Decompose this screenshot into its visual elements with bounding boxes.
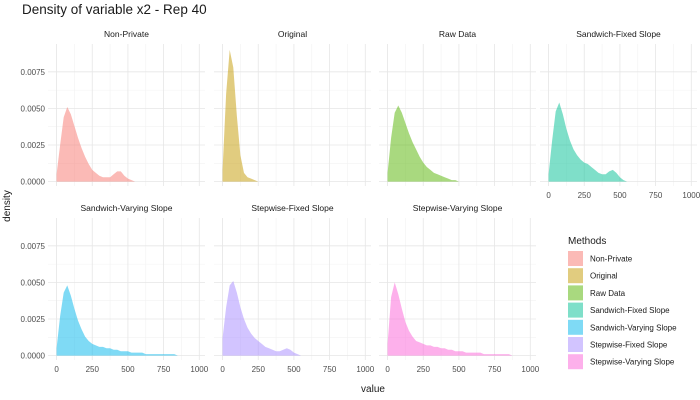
facet-strip-label: Original: [278, 29, 307, 39]
density-area: [56, 106, 200, 182]
x-tick-label: 750: [649, 191, 663, 200]
facet-panel: Sandwich-Varying Slope 0.0000 0.0025 0.0050…: [21, 203, 209, 374]
legend-swatch: [568, 302, 583, 318]
facet-panel: Stepwise-Varying Slope 0 250 500 750 1000: [379, 203, 540, 374]
legend-swatch: [568, 251, 583, 266]
x-tick-label: 750: [157, 365, 171, 374]
legend-label: Original: [590, 272, 618, 281]
density-area: [387, 282, 531, 356]
y-tick-label: 0.0000: [21, 178, 46, 187]
x-tick-label: 500: [287, 365, 301, 374]
y-axis-title: density: [2, 190, 13, 222]
y-tick-label: 0.0025: [21, 141, 46, 150]
legend-label: Stepwise-Varying Slope: [590, 358, 675, 367]
x-tick-label: 0: [54, 365, 59, 374]
legend: Methods Non-Private Original Raw Data Sandw…: [568, 236, 677, 370]
x-tick-label: 1000: [356, 365, 374, 374]
legend-item: Sandwich-Fixed Slope: [568, 302, 670, 318]
legend-item: Raw Data: [568, 285, 626, 301]
legend-swatch: [568, 285, 583, 301]
legend-label: Stepwise-Fixed Slope: [590, 341, 668, 350]
legend-label: Sandwich-Fixed Slope: [590, 306, 670, 315]
x-tick-label: 0: [546, 191, 551, 200]
legend-label: Raw Data: [590, 289, 626, 298]
y-tick-label: 0.0000: [21, 352, 46, 361]
legend-label: Sandwich-Varying Slope: [590, 323, 677, 332]
legend-item: Original: [568, 268, 618, 284]
x-tick-label: 0: [220, 365, 225, 374]
facet-panel: Raw Data: [379, 29, 536, 186]
facet-strip-label: Stepwise-Varying Slope: [413, 203, 503, 213]
facet-panel: Non-Private 0.0000 0.0025 0.0050 0.0075: [21, 29, 205, 187]
chart-title: Density of variable x2 - Rep 40: [22, 2, 207, 17]
facet-strip-label: Sandwich-Varying Slope: [81, 203, 173, 213]
legend-swatch: [568, 337, 583, 352]
x-tick-label: 250: [417, 365, 431, 374]
y-tick-label: 0.0075: [21, 68, 46, 77]
x-axis-title: value: [361, 384, 385, 395]
legend-item: Sandwich-Varying Slope: [568, 319, 677, 335]
x-tick-label: 750: [488, 365, 502, 374]
facet-strip-label: Non-Private: [104, 29, 149, 39]
y-tick-label: 0.0050: [21, 104, 46, 113]
x-tick-label: 250: [86, 365, 100, 374]
facet-panel: Original: [214, 29, 371, 186]
x-tick-label: 1000: [190, 365, 208, 374]
facet-strip-label: Sandwich-Fixed Slope: [576, 29, 661, 39]
density-area: [222, 280, 366, 356]
density-area: [387, 105, 531, 182]
facet-strip-label: Raw Data: [439, 29, 477, 39]
legend-item: Stepwise-Varying Slope: [568, 354, 675, 370]
y-tick-label: 0.0075: [21, 242, 46, 251]
facet-panel: Sandwich-Fixed Slope 0 250 500 750 1000: [540, 29, 700, 200]
density-area: [56, 285, 200, 356]
y-tick-label: 0.0050: [21, 278, 46, 287]
x-tick-label: 750: [323, 365, 337, 374]
legend-item: Non-Private: [568, 251, 633, 266]
x-tick-label: 250: [578, 191, 592, 200]
legend-swatch: [568, 319, 583, 335]
legend-title: Methods: [568, 236, 606, 247]
y-tick-label: 0.0025: [21, 315, 46, 324]
x-tick-label: 500: [452, 365, 466, 374]
x-tick-label: 0: [385, 365, 390, 374]
legend-label: Non-Private: [590, 255, 633, 264]
legend-item: Stepwise-Fixed Slope: [568, 337, 668, 352]
legend-swatch: [568, 268, 583, 284]
facet-strip-label: Stepwise-Fixed Slope: [251, 203, 333, 213]
x-tick-label: 500: [121, 365, 135, 374]
facet-panel: Stepwise-Fixed Slope 0 250 500 750 1000: [214, 203, 375, 374]
x-tick-label: 1000: [521, 365, 539, 374]
facet-panels: Non-Private 0.0000 0.0025 0.0050 0.0075 Origi…: [21, 29, 700, 374]
x-tick-label: 500: [613, 191, 627, 200]
legend-swatch: [568, 354, 583, 370]
density-area: [222, 49, 366, 182]
x-tick-label: 1000: [682, 191, 700, 200]
x-tick-label: 250: [252, 365, 266, 374]
density-area: [548, 102, 692, 182]
